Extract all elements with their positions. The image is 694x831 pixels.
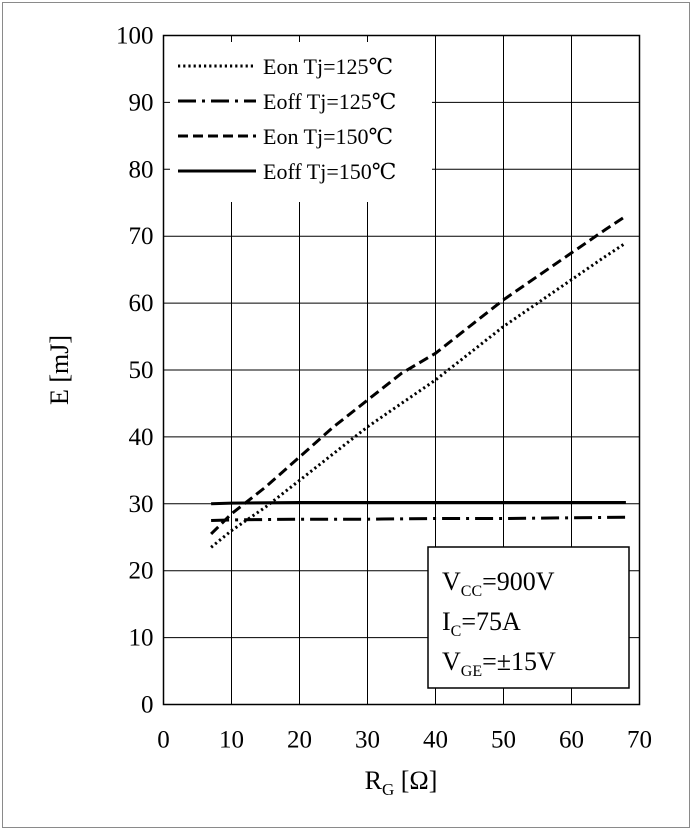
legend-label: Eoff Tj=125℃ — [263, 89, 396, 114]
series-line-solid — [211, 501, 626, 506]
series-line-dashdot — [211, 515, 626, 522]
x-tick-label: 60 — [559, 727, 584, 754]
series-lines — [210, 214, 627, 549]
legend: Eon Tj=125℃ Eoff Tj=125℃ Eon Tj=150℃ Eoff T… — [178, 54, 396, 184]
condition-line: VGE=±15V — [442, 647, 556, 680]
x-tick-label: 10 — [219, 727, 244, 754]
x-axis-title-sub: G — [382, 780, 394, 799]
x-tick-label: 40 — [423, 727, 448, 754]
x-tick-label: 70 — [627, 727, 652, 754]
x-tick-label: 30 — [355, 727, 380, 754]
y-tick-label: 10 — [129, 625, 154, 652]
legend-label: Eoff Tj=150℃ — [263, 159, 396, 184]
y-tick-label: 70 — [129, 223, 154, 250]
y-tick-label: 0 — [141, 692, 154, 719]
x-axis-title-unit: [Ω] — [394, 766, 437, 795]
legend-label: Eon Tj=150℃ — [263, 124, 393, 149]
series-line-dashed — [210, 214, 627, 535]
y-tick-label: 100 — [116, 23, 154, 50]
x-tick-labels: 0 10 20 30 40 50 60 70 — [157, 727, 652, 754]
legend-label: Eon Tj=125℃ — [263, 54, 393, 79]
plot-area — [162, 34, 641, 706]
y-tick-label: 90 — [129, 89, 154, 116]
y-axis-title: E [mJ] — [45, 335, 74, 405]
y-tick-label: 20 — [129, 558, 154, 585]
y-tick-label: 40 — [129, 424, 154, 451]
conditions-box — [427, 546, 630, 689]
y-tick-label: 30 — [129, 491, 154, 518]
x-tick-label: 0 — [157, 727, 170, 754]
x-tick-label: 20 — [287, 727, 312, 754]
legend-box — [170, 42, 432, 202]
y-tick-labels: 0 10 20 30 40 50 60 70 80 90 100 — [116, 23, 154, 719]
y-tick-label: 50 — [129, 357, 154, 384]
x-axis-title: RG [Ω] — [365, 766, 438, 799]
conditions-text: VCC=900V IC=75A VGE=±15V — [442, 567, 556, 680]
x-axis-title-main: R — [365, 766, 383, 795]
condition-line: IC=75A — [442, 607, 521, 640]
y-tick-label: 80 — [129, 156, 154, 183]
condition-line: VCC=900V — [442, 567, 555, 600]
y-tick-label: 60 — [129, 290, 154, 317]
x-tick-label: 50 — [491, 727, 516, 754]
